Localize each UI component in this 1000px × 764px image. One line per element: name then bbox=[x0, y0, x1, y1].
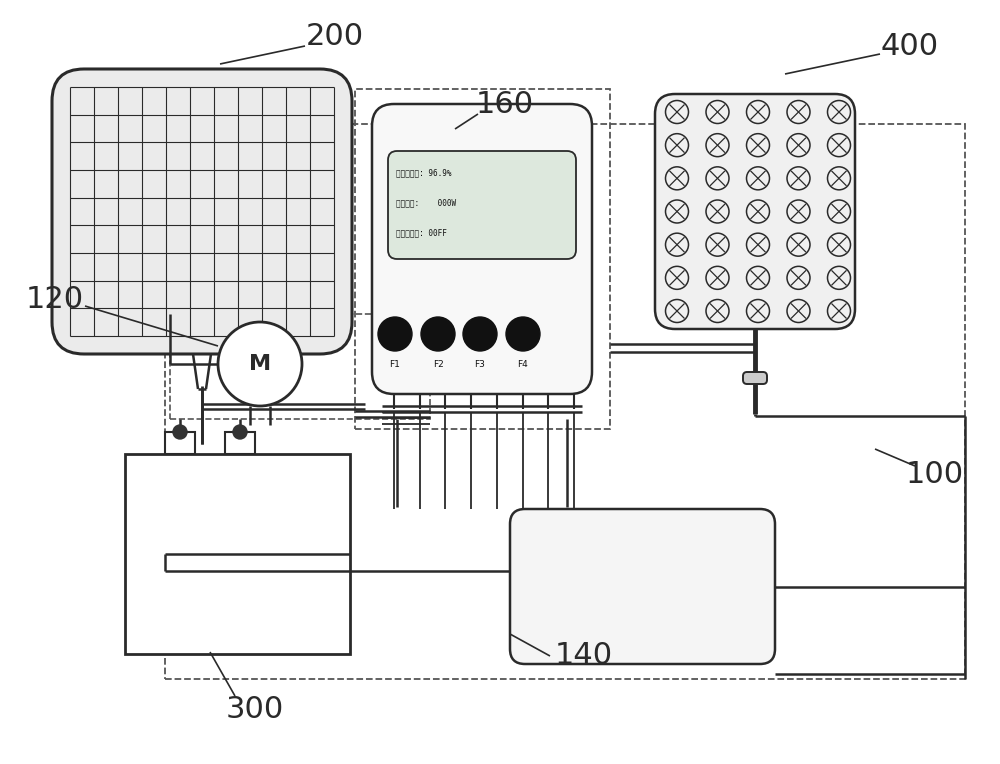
Bar bbox=[125, 454, 350, 654]
Text: F4: F4 bbox=[518, 360, 528, 368]
Text: F3: F3 bbox=[475, 360, 485, 368]
FancyBboxPatch shape bbox=[388, 151, 576, 259]
FancyBboxPatch shape bbox=[655, 94, 855, 329]
Circle shape bbox=[506, 317, 540, 351]
FancyBboxPatch shape bbox=[743, 372, 767, 384]
Text: 120: 120 bbox=[26, 284, 84, 313]
Bar bbox=[165, 432, 195, 454]
Text: 400: 400 bbox=[881, 31, 939, 60]
Circle shape bbox=[233, 425, 247, 439]
Text: F1: F1 bbox=[390, 360, 400, 368]
FancyBboxPatch shape bbox=[510, 509, 775, 664]
Circle shape bbox=[378, 317, 412, 351]
FancyBboxPatch shape bbox=[52, 69, 352, 354]
Text: 100: 100 bbox=[906, 459, 964, 488]
Text: 200: 200 bbox=[306, 21, 364, 50]
Circle shape bbox=[463, 317, 497, 351]
Bar bbox=[225, 432, 255, 454]
Text: F2: F2 bbox=[433, 360, 443, 368]
Text: M: M bbox=[249, 354, 271, 374]
Text: 可发电量:    000W: 可发电量: 000W bbox=[396, 199, 456, 208]
Text: 140: 140 bbox=[555, 642, 613, 671]
Circle shape bbox=[218, 322, 302, 406]
Bar bbox=[355, 89, 610, 429]
Bar bbox=[165, 124, 965, 679]
Text: 300: 300 bbox=[226, 694, 284, 724]
Circle shape bbox=[421, 317, 455, 351]
Text: 蓄电池电量: 96.9%: 蓄电池电量: 96.9% bbox=[396, 169, 452, 177]
FancyBboxPatch shape bbox=[372, 104, 592, 394]
Bar bbox=[170, 314, 430, 419]
Text: 160: 160 bbox=[476, 89, 534, 118]
Text: 电池板电压: 00FF: 电池板电压: 00FF bbox=[396, 228, 447, 238]
Circle shape bbox=[173, 425, 187, 439]
